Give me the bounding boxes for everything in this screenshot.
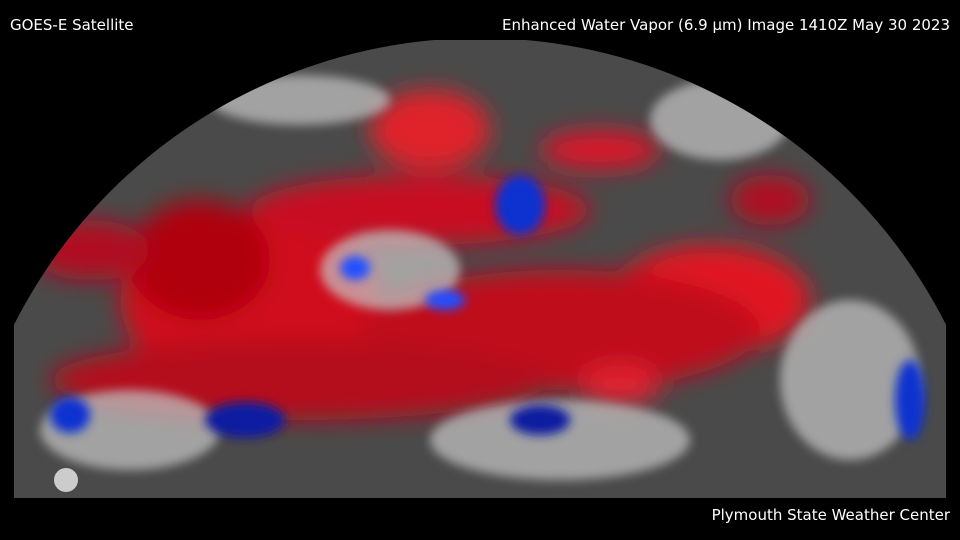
deep-convection bbox=[50, 175, 925, 440]
satellite-name: GOES-E Satellite bbox=[10, 16, 134, 34]
credit: Plymouth State Weather Center bbox=[711, 506, 950, 524]
dry-air bbox=[30, 90, 810, 420]
image-description: Enhanced Water Vapor (6.9 µm) Image 1410… bbox=[501, 16, 950, 34]
logo bbox=[54, 468, 78, 492]
